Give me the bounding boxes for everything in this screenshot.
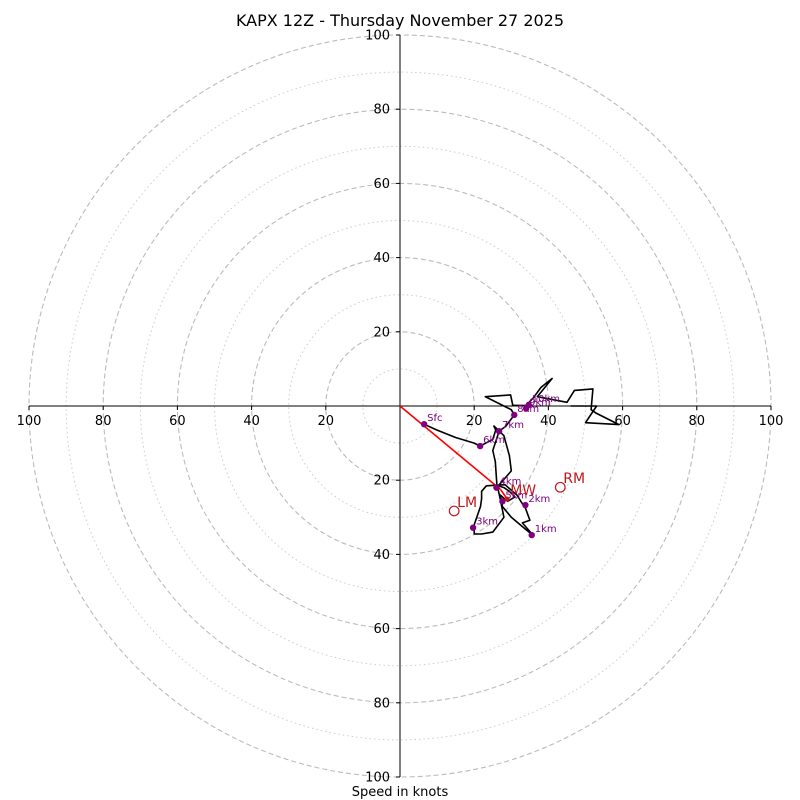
x-tick-label: 40 xyxy=(540,414,557,429)
height-marker-dot xyxy=(495,428,503,435)
mw-label: MW xyxy=(510,483,536,499)
y-tick-label: 100 xyxy=(365,771,390,786)
height-markers-group: Sfc1km2km3km4km5km6km7km8km9km10km xyxy=(420,394,560,539)
wind-profile-trace xyxy=(423,377,620,537)
y-tick-label: 60 xyxy=(373,177,390,192)
storm-motion-line xyxy=(399,405,502,491)
storm-motion-markers: RM LM MW xyxy=(448,471,585,517)
y-tick-label: 80 xyxy=(373,103,390,118)
height-marker-dot xyxy=(511,411,518,419)
lm-marker xyxy=(448,505,460,517)
height-marker-label: 3km xyxy=(476,517,498,528)
y-tick-label: 80 xyxy=(373,696,390,711)
height-marker-label: 6km xyxy=(483,435,505,446)
x-axis-label: Speed in knots xyxy=(352,785,449,800)
wind-trace-group xyxy=(423,377,620,537)
rm-marker xyxy=(554,481,566,493)
lm-label: LM xyxy=(457,495,477,511)
rm-label: RM xyxy=(563,471,585,487)
x-tick-label: 60 xyxy=(169,414,186,429)
x-tick-label: 100 xyxy=(17,414,42,429)
height-marker-dot xyxy=(420,420,428,428)
y-tick-label: 40 xyxy=(373,251,390,266)
y-tick-label: 60 xyxy=(373,622,390,637)
mw-marker xyxy=(504,496,510,502)
height-marker-label: 4km xyxy=(499,477,521,488)
x-tick-label: 20 xyxy=(318,414,335,429)
y-tick-label: 20 xyxy=(373,474,390,489)
chart-title: KAPX 12Z - Thursday November 27 2025 xyxy=(236,11,564,30)
height-marker-label: 10km xyxy=(532,394,560,405)
height-marker-dot xyxy=(476,442,484,450)
height-marker-dot xyxy=(528,531,535,539)
y-tick-label: 100 xyxy=(365,29,390,44)
height-marker-dot xyxy=(469,524,477,531)
height-marker-label: Sfc xyxy=(427,413,442,424)
y-tick-label: 40 xyxy=(373,548,390,563)
height-marker-label: 9km xyxy=(529,398,551,409)
height-marker-dot xyxy=(499,498,506,505)
x-tick-label: 60 xyxy=(614,414,631,429)
height-marker-label: 5km xyxy=(505,490,527,501)
height-marker-label: 7km xyxy=(502,420,524,431)
height-marker-label: 2km xyxy=(528,494,550,505)
x-tick-label: 80 xyxy=(95,414,112,429)
height-marker-dot xyxy=(522,501,529,509)
y-tick-label: 20 xyxy=(373,325,390,340)
axis-ticks: 100 80 60 40 20 20 40 60 80 100 100 80 60 40 20 20 40 60 8… xyxy=(17,29,784,786)
x-tick-label: 20 xyxy=(466,414,483,429)
height-marker-label: 1km xyxy=(535,524,557,535)
x-tick-label: 40 xyxy=(243,414,260,429)
x-tick-label: 80 xyxy=(689,414,706,429)
height-marker-dot xyxy=(525,401,532,409)
height-marker-dot xyxy=(493,484,500,491)
x-tick-label: 100 xyxy=(759,414,784,429)
